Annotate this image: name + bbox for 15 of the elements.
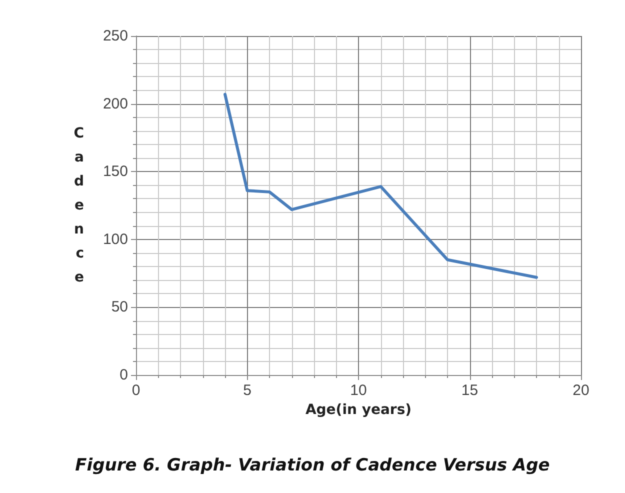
y-axis-title: Cadence [74,126,84,286]
x-tick-label: 5 [243,382,252,399]
x-tick-label: 0 [132,382,140,399]
y-tick-label: 200 [102,95,128,112]
x-tick-label: 10 [350,382,367,399]
x-tick-label: 15 [461,382,478,399]
y-tick-label: 0 [120,366,128,384]
line-series [224,92,538,279]
y-tick-label: 50 [111,298,128,316]
x-axis-title: Age(in years) [305,402,412,418]
y-tick-label: 250 [102,28,128,44]
y-tick-label: 150 [102,163,128,180]
text: Figure 6. Graph- Variation of Cadence Versus Age [75,456,550,476]
x-tick-label: 20 [572,382,590,399]
y-tick-label: 100 [102,230,128,248]
